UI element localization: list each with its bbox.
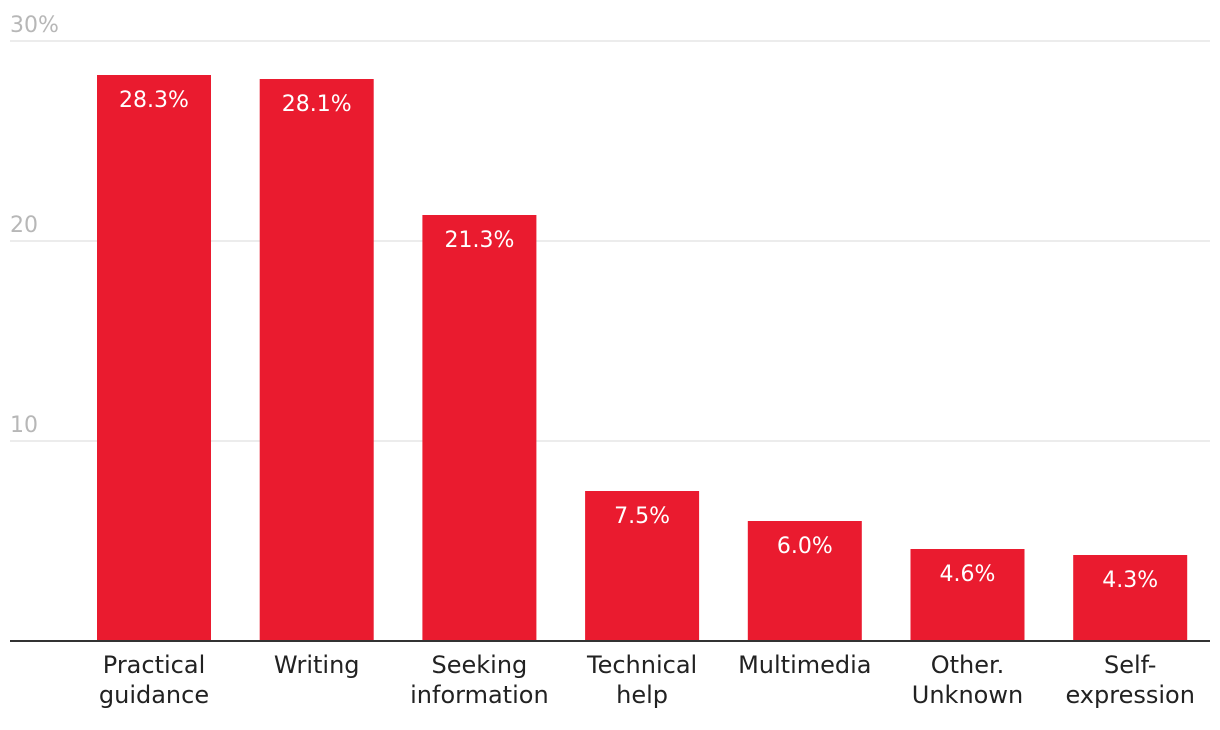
y-tick-label: 20 — [10, 213, 38, 238]
category-label-line: Practical — [103, 651, 205, 679]
bar-value-labels: 28.3% 28.1% 21.3% 7.5% 6.0% 4.6% 4.3% — [119, 88, 1158, 593]
bar — [259, 79, 374, 641]
bar — [1073, 555, 1188, 641]
bar-value-label: 4.6% — [940, 562, 996, 587]
category-label-line: Unknown — [912, 681, 1023, 709]
bar-value-label: 4.3% — [1102, 568, 1158, 593]
category-label: Technical help — [586, 651, 697, 709]
bar-value-label: 28.3% — [119, 88, 189, 113]
bar — [910, 549, 1025, 641]
category-label: Writing — [274, 651, 360, 679]
category-label-line: Self- — [1104, 651, 1156, 679]
bar — [422, 215, 537, 641]
y-tick-label: 10 — [10, 413, 38, 438]
category-label: Self-expression — [1065, 651, 1194, 709]
category-label-line: guidance — [99, 681, 209, 709]
bar — [585, 491, 700, 641]
category-label-line: information — [410, 681, 549, 709]
category-label-line: help — [616, 681, 668, 709]
category-label-line: expression — [1065, 681, 1194, 709]
bar — [97, 75, 211, 641]
y-axis-tick-labels: 10 20 30% — [10, 13, 59, 438]
x-axis-category-labels: Practical guidance Writing Seeking informati… — [99, 651, 1195, 709]
category-label: Multimedia — [738, 651, 871, 679]
category-label-line: Writing — [274, 651, 360, 679]
bar-value-label: 6.0% — [777, 534, 833, 559]
bars — [97, 75, 1188, 641]
category-label: Other. Unknown — [912, 651, 1023, 709]
category-label: Practical guidance — [99, 651, 209, 709]
category-label-line: Seeking — [432, 651, 528, 679]
y-tick-label: 30% — [10, 13, 59, 38]
bar — [747, 521, 862, 641]
category-label: Seeking information — [410, 651, 549, 709]
bar-value-label: 21.3% — [444, 228, 514, 253]
bar-value-label: 7.5% — [614, 504, 670, 529]
category-label-line: Multimedia — [738, 651, 871, 679]
category-label-line: Technical — [586, 651, 697, 679]
category-label-line: Other. — [931, 651, 1005, 679]
bar-value-label: 28.1% — [282, 92, 352, 117]
